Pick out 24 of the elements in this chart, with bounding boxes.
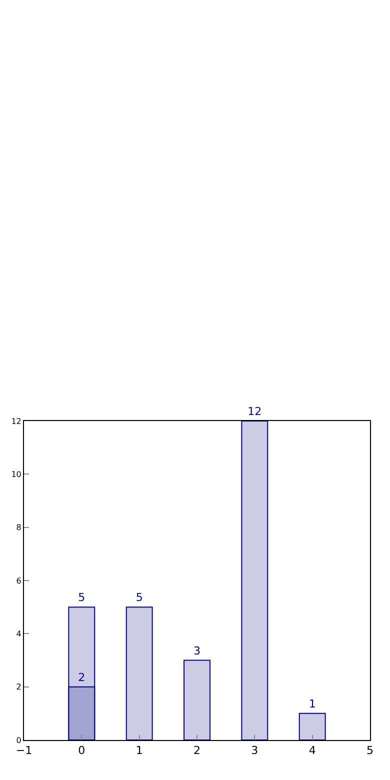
data-label: 1 xyxy=(308,697,316,710)
bar xyxy=(184,660,210,740)
data-label: 12 xyxy=(248,405,262,418)
x-tick-label: 2 xyxy=(194,744,200,758)
data-label: 2 xyxy=(78,670,86,684)
x-tick-label: 0 xyxy=(78,744,86,758)
y-tick-label: 8 xyxy=(16,523,22,532)
x-tick-label: 1 xyxy=(136,744,143,758)
x-tick-label: 5 xyxy=(366,744,374,758)
y-tick-label: 4 xyxy=(16,629,22,638)
data-label: 5 xyxy=(136,591,143,604)
y-tick-label: 12 xyxy=(11,416,22,426)
y-tick-label: 2 xyxy=(16,682,22,692)
bar xyxy=(126,606,153,740)
y-tick-label: 0 xyxy=(16,736,22,745)
data-label: 5 xyxy=(78,591,86,604)
data-label: 3 xyxy=(194,644,200,658)
x-tick-label: 3 xyxy=(251,744,258,758)
y-tick-label: 6 xyxy=(16,576,22,586)
y-tick-label: 10 xyxy=(11,470,22,479)
bar xyxy=(298,712,326,740)
bar xyxy=(241,421,268,740)
x-tick-label: −1 xyxy=(16,744,32,758)
x-tick-label: 4 xyxy=(308,744,316,758)
